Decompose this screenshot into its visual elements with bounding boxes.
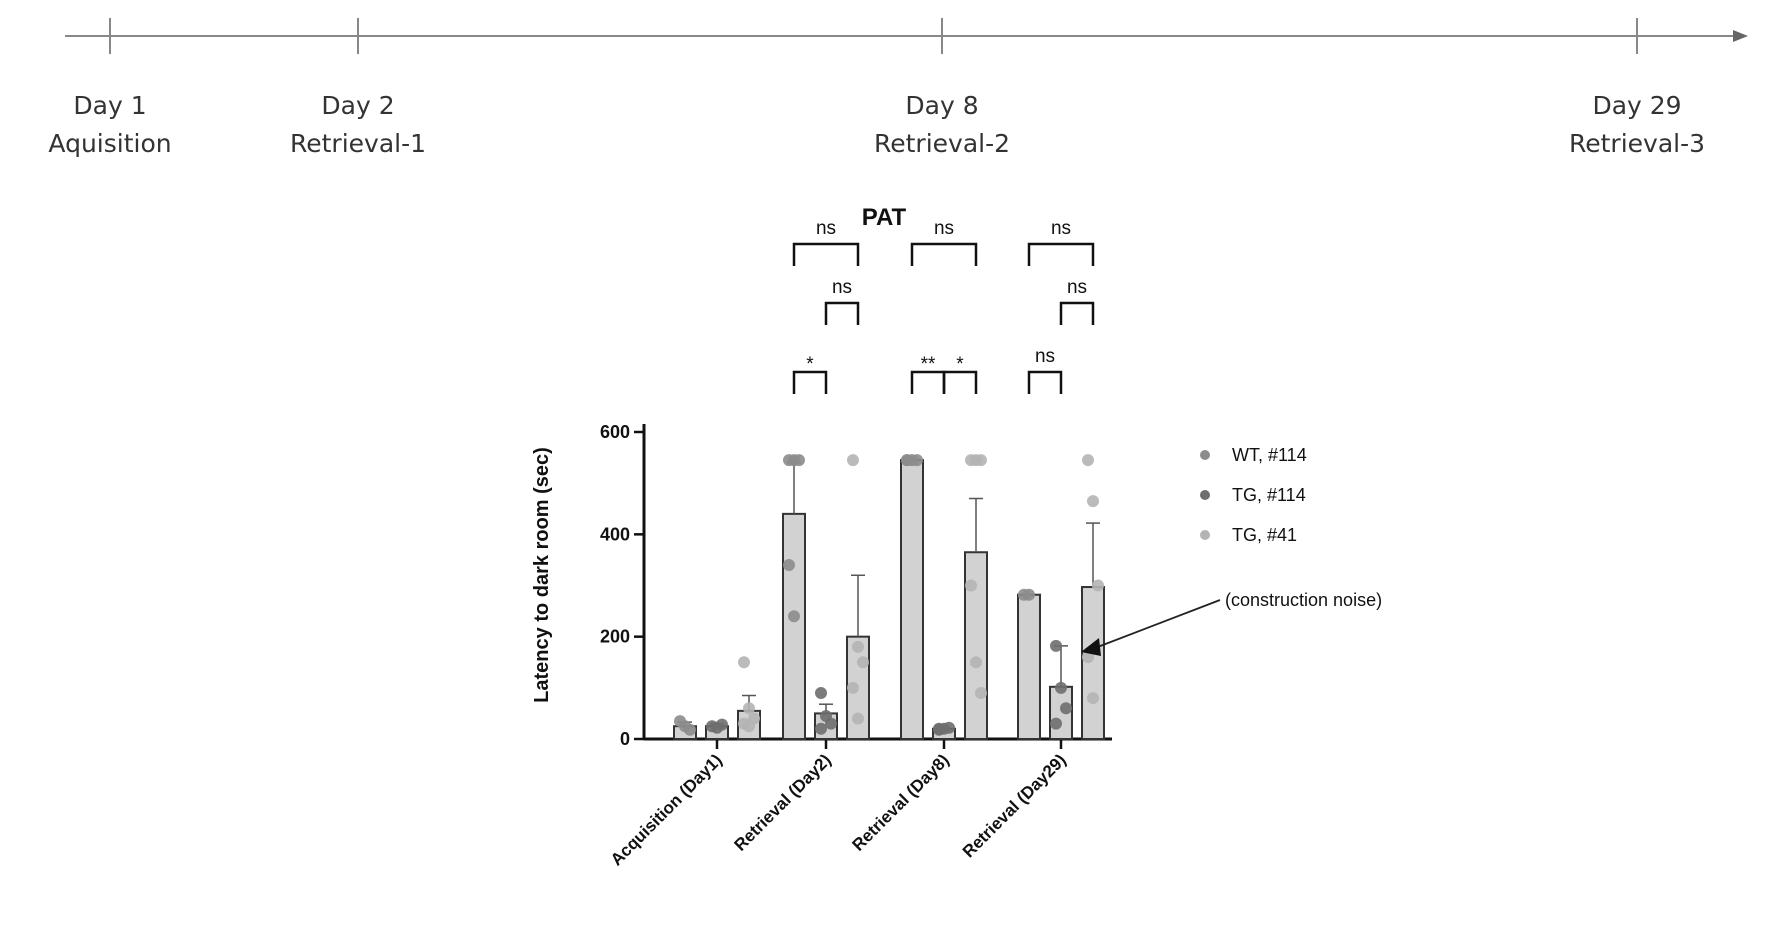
data-point (1060, 702, 1072, 715)
chart-title: PAT (862, 204, 907, 231)
significance-bracket (942, 370, 978, 394)
bar (900, 459, 924, 740)
significance-label: ns (934, 218, 954, 239)
bar (1081, 586, 1105, 740)
significance-bracket (1059, 301, 1095, 325)
data-point (783, 559, 795, 572)
significance-label: * (806, 354, 814, 375)
data-points (674, 454, 1104, 736)
bars (673, 459, 1105, 741)
x-tick-label: Acquisition (Day1) (607, 750, 726, 869)
significance-label: ns (816, 218, 836, 239)
timeline-arrowhead (1733, 30, 1748, 42)
legend-marker (1200, 490, 1210, 500)
data-point (743, 702, 755, 715)
significance-label: ns (1067, 277, 1087, 298)
legend: WT, #114 TG, #114 TG, #41 (1200, 445, 1307, 545)
y-tick-label: 400 (600, 524, 630, 544)
data-point (943, 721, 955, 734)
y-tick-label: 200 (600, 627, 630, 647)
significance-bracket (824, 301, 860, 325)
data-point (1050, 717, 1062, 730)
data-point (857, 656, 869, 669)
data-point (970, 656, 982, 669)
timeline-phase-label: Retrieval-2 (874, 129, 1010, 158)
data-point (933, 723, 945, 736)
significance-label: ns (832, 277, 852, 298)
significance-label: ns (1035, 346, 1055, 367)
timeline-phase-label: Retrieval-3 (1569, 129, 1705, 158)
data-point (847, 681, 859, 694)
bar (782, 512, 806, 740)
significance-bracket (792, 370, 828, 394)
annotations: (construction noise) (1081, 590, 1382, 657)
y-tick-label: 600 (600, 422, 630, 442)
data-point (1087, 692, 1099, 705)
significance-bracket (1027, 242, 1095, 266)
x-tick-label: Retrieval (Day8) (849, 750, 953, 854)
data-point (1092, 579, 1104, 592)
timeline-phase-label: Aquisition (48, 129, 171, 158)
data-point (911, 454, 923, 467)
timeline-day-label: Day 1 (73, 91, 146, 120)
data-point (847, 454, 859, 467)
legend-label: TG, #41 (1232, 525, 1297, 545)
timeline-day-label: Day 29 (1592, 91, 1681, 120)
data-point (793, 454, 805, 467)
y-tick-label: 0 (620, 729, 630, 749)
data-point (1055, 681, 1067, 694)
data-point (788, 610, 800, 623)
y-axis-label: Latency to dark room (sec) (531, 447, 553, 703)
timeline: Day 1 Aquisition Day 2 Retrieval-1 Day 8 Retr… (48, 18, 1748, 158)
annotation-arrow (1094, 599, 1221, 649)
legend-marker (1200, 530, 1210, 540)
legend-label: TG, #114 (1232, 485, 1306, 505)
data-point (975, 454, 987, 467)
bar (1017, 593, 1041, 741)
data-point (965, 579, 977, 592)
x-tick-label: Retrieval (Day2) (731, 750, 835, 854)
data-point (825, 717, 837, 730)
data-point (743, 720, 755, 733)
data-point (738, 656, 750, 669)
significance-label: ** (921, 354, 936, 375)
timeline-day-label: Day 8 (905, 91, 978, 120)
data-point (1050, 639, 1062, 652)
timeline-phase-label: Retrieval-1 (290, 129, 426, 158)
data-point (1082, 454, 1094, 467)
data-point (852, 640, 864, 653)
data-point (684, 723, 696, 736)
data-point (815, 686, 827, 699)
annotation-label: (construction noise) (1225, 590, 1382, 610)
data-point (1082, 651, 1094, 664)
data-point (716, 718, 728, 731)
x-tick-label: Retrieval (Day29) (959, 750, 1070, 861)
significance-bracket (1027, 370, 1063, 394)
data-point (1023, 588, 1035, 601)
data-point (852, 712, 864, 725)
timeline-day-label: Day 2 (321, 91, 394, 120)
significance-bracket (910, 370, 946, 394)
data-point (975, 686, 987, 699)
legend-marker (1200, 450, 1210, 460)
legend-label: WT, #114 (1232, 445, 1307, 465)
significance-label: * (956, 354, 964, 375)
significance-bracket (910, 242, 978, 266)
significance-label: ns (1051, 218, 1071, 239)
data-point (1087, 495, 1099, 508)
data-point (901, 454, 913, 467)
data-point (815, 722, 827, 735)
significance-bracket (792, 242, 860, 266)
annotation-arrowhead (1081, 638, 1101, 657)
